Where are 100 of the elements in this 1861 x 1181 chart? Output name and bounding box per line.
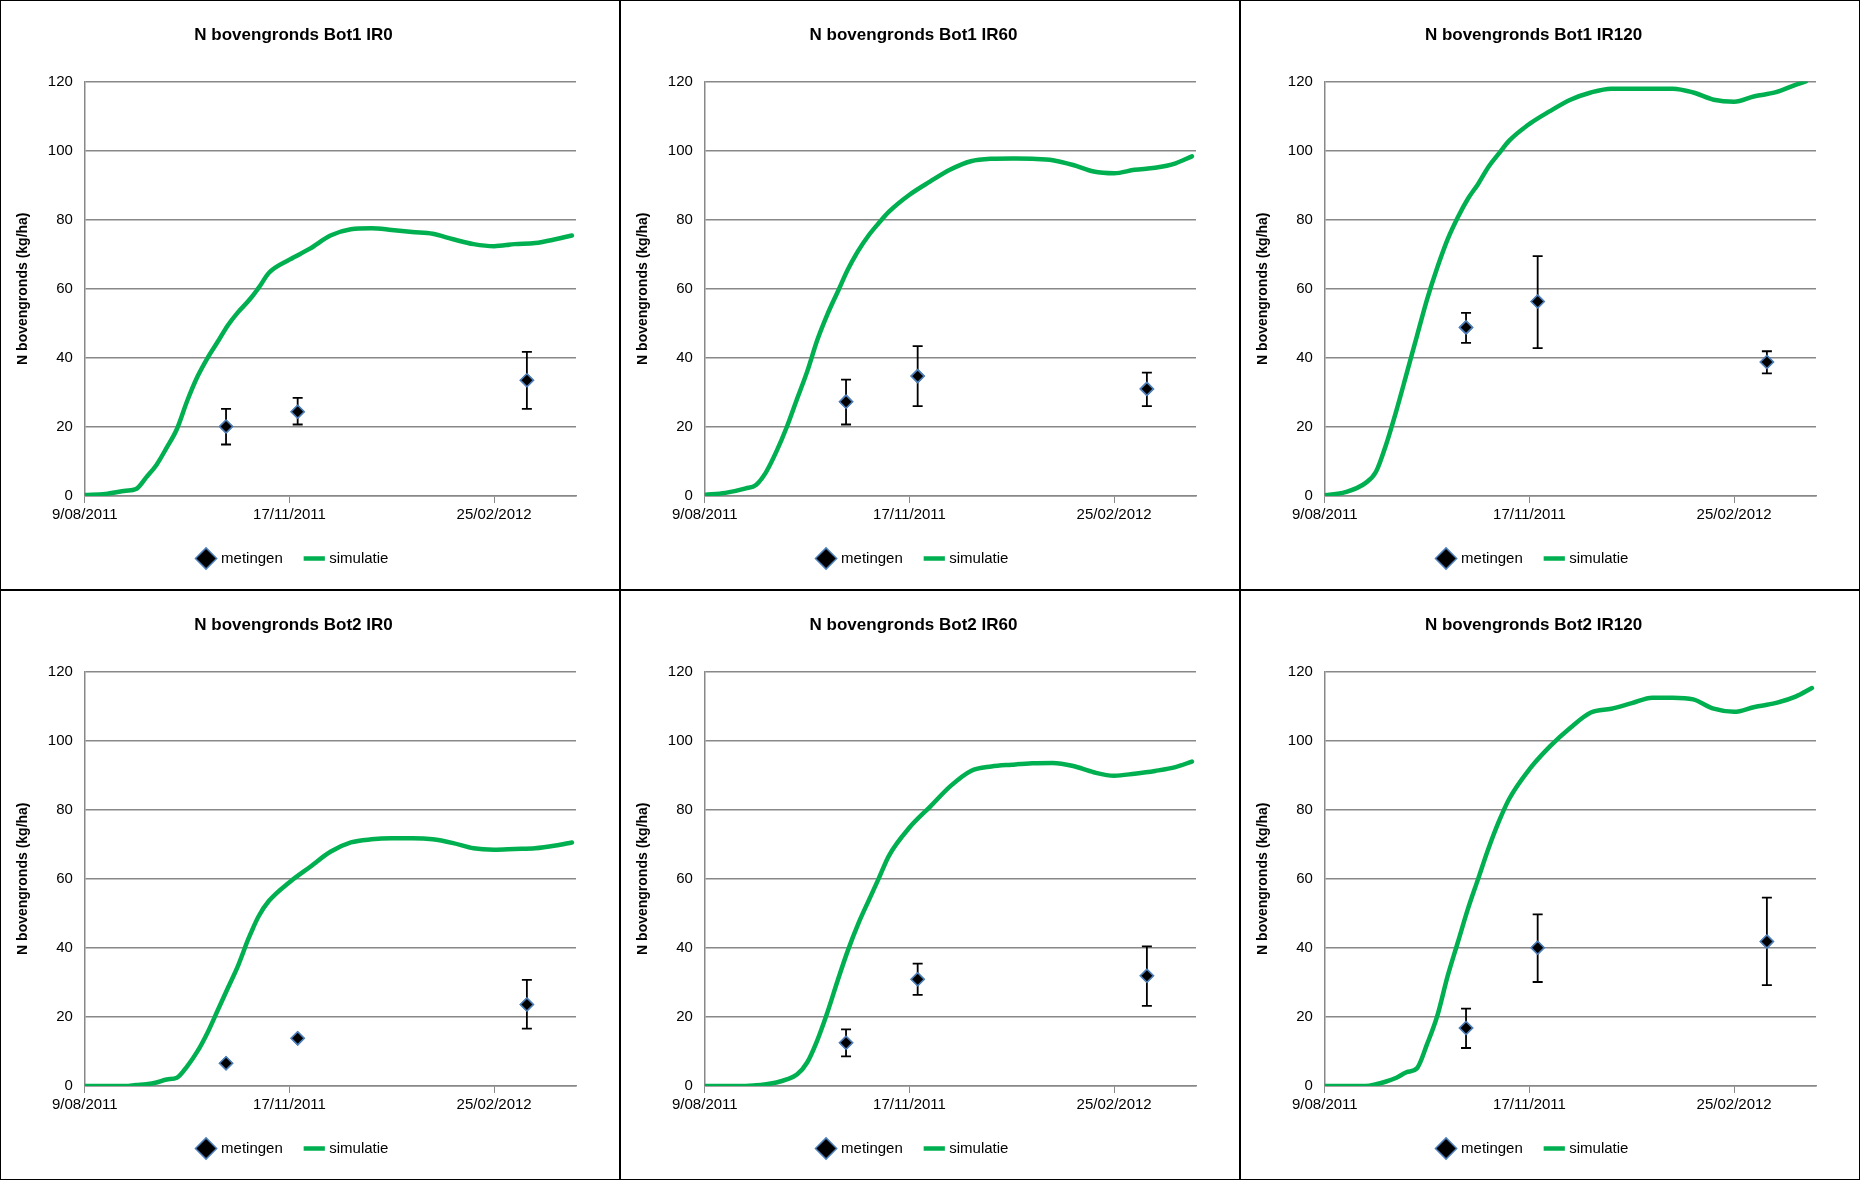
point <box>519 373 535 388</box>
y-axis-title: N bovengronds (kg/ha) <box>634 802 651 955</box>
legend-label: metingen <box>221 548 283 566</box>
x-tick-label: 9/08/2011 <box>52 505 118 523</box>
y-tick-label: 40 <box>1296 347 1313 365</box>
y-tick-label: 80 <box>676 209 693 227</box>
x-tick-label: 25/02/2012 <box>1696 505 1772 523</box>
point <box>1759 934 1775 949</box>
x-tick-label: 9/08/2011 <box>1292 505 1358 523</box>
x-tick-label: 17/11/2011 <box>253 505 326 523</box>
y-tick-label: 120 <box>667 661 693 679</box>
y-tick-label: 20 <box>1296 417 1313 435</box>
point <box>910 971 925 987</box>
y-tick-label: 120 <box>47 71 73 89</box>
y-tick-label: 120 <box>47 661 73 679</box>
legend-label: simulatie <box>329 1138 389 1156</box>
y-tick-label: 0 <box>1304 1076 1313 1094</box>
y-tick-label: 20 <box>56 1007 73 1025</box>
y-axis-title: N bovengronds (kg/ha) <box>1254 212 1271 365</box>
chart-title: N bovengronds Bot1 IR120 <box>1424 24 1643 44</box>
y-tick-label: 100 <box>47 730 73 748</box>
y-tick-label: 20 <box>56 417 73 435</box>
legend-label: metingen <box>221 1138 283 1156</box>
y-tick-label: 0 <box>64 1076 73 1094</box>
y-tick-label: 80 <box>1296 209 1313 227</box>
chart-title: N bovengronds Bot1 IR0 <box>194 24 393 44</box>
legend-label: simulatie <box>1569 1138 1629 1156</box>
y-tick-label: 40 <box>1296 937 1313 955</box>
point <box>1139 968 1155 984</box>
y-tick-label: 100 <box>667 730 693 748</box>
y-tick-label: 40 <box>56 347 73 365</box>
x-tick-label: 25/02/2012 <box>456 1095 532 1113</box>
y-tick-label: 0 <box>684 486 693 504</box>
y-tick-label: 60 <box>676 868 693 886</box>
x-tick-label: 25/02/2012 <box>456 505 532 523</box>
point <box>838 1035 854 1051</box>
legend-label: metingen <box>1461 1138 1523 1156</box>
legend-label: metingen <box>841 1138 903 1156</box>
y-tick-label: 100 <box>1287 730 1313 748</box>
y-tick-label: 100 <box>1287 140 1313 158</box>
y-tick-label: 0 <box>684 1076 693 1094</box>
y-tick-label: 0 <box>64 486 73 504</box>
y-axis-title: N bovengronds (kg/ha) <box>634 212 651 365</box>
legend-label: simulatie <box>1569 548 1629 566</box>
y-axis-title: N bovengronds (kg/ha) <box>14 212 31 365</box>
y-tick-label: 60 <box>56 868 73 886</box>
y-tick-label: 80 <box>56 209 73 227</box>
legend-label: simulatie <box>949 548 1009 566</box>
x-tick-label: 17/11/2011 <box>1493 1095 1566 1113</box>
chart-title: N bovengronds Bot1 IR60 <box>809 24 1018 44</box>
x-tick-label: 17/11/2011 <box>873 1095 946 1113</box>
point <box>1458 320 1474 335</box>
point <box>1530 940 1545 956</box>
x-tick-label: 17/11/2011 <box>1493 505 1566 523</box>
point <box>290 1031 305 1046</box>
y-tick-label: 0 <box>1304 486 1313 504</box>
point <box>1759 354 1775 370</box>
y-tick-label: 100 <box>667 140 693 158</box>
y-tick-label: 60 <box>1296 278 1313 296</box>
point <box>1458 1020 1474 1036</box>
x-tick-label: 25/02/2012 <box>1696 1095 1772 1113</box>
legend-label: metingen <box>1461 548 1523 566</box>
x-tick-label: 9/08/2011 <box>672 1095 738 1113</box>
y-tick-label: 80 <box>676 799 693 817</box>
legend-label: simulatie <box>949 1138 1009 1156</box>
x-tick-label: 25/02/2012 <box>1076 505 1152 523</box>
y-tick-label: 80 <box>56 799 73 817</box>
y-tick-label: 20 <box>676 417 693 435</box>
y-tick-label: 100 <box>47 140 73 158</box>
y-tick-label: 40 <box>676 347 693 365</box>
y-tick-label: 60 <box>1296 868 1313 886</box>
y-axis-title: N bovengronds (kg/ha) <box>1254 802 1271 955</box>
y-tick-label: 60 <box>56 278 73 296</box>
point <box>838 394 854 409</box>
x-tick-label: 9/08/2011 <box>672 505 738 523</box>
point <box>218 419 234 434</box>
y-tick-label: 120 <box>1287 71 1313 89</box>
y-tick-label: 120 <box>667 71 693 89</box>
y-tick-label: 80 <box>1296 799 1313 817</box>
x-tick-label: 9/08/2011 <box>52 1095 118 1113</box>
chart-title: N bovengronds Bot2 IR120 <box>1424 614 1643 634</box>
point <box>218 1055 234 1071</box>
y-tick-label: 20 <box>676 1007 693 1025</box>
x-tick-label: 25/02/2012 <box>1076 1095 1152 1113</box>
point <box>290 404 305 419</box>
point <box>910 368 925 384</box>
y-tick-label: 120 <box>1287 661 1313 679</box>
y-tick-label: 20 <box>1296 1007 1313 1025</box>
y-tick-label: 40 <box>676 937 693 955</box>
point <box>1139 381 1155 397</box>
x-tick-label: 17/11/2011 <box>253 1095 326 1113</box>
point <box>519 997 535 1012</box>
y-tick-label: 40 <box>56 937 73 955</box>
point <box>1530 294 1545 309</box>
x-tick-label: 9/08/2011 <box>1292 1095 1358 1113</box>
legend-label: simulatie <box>329 548 389 566</box>
chart-title: N bovengronds Bot2 IR0 <box>194 614 393 634</box>
chart-title: N bovengronds Bot2 IR60 <box>809 614 1018 634</box>
legend-label: metingen <box>841 548 903 566</box>
y-tick-label: 60 <box>676 278 693 296</box>
